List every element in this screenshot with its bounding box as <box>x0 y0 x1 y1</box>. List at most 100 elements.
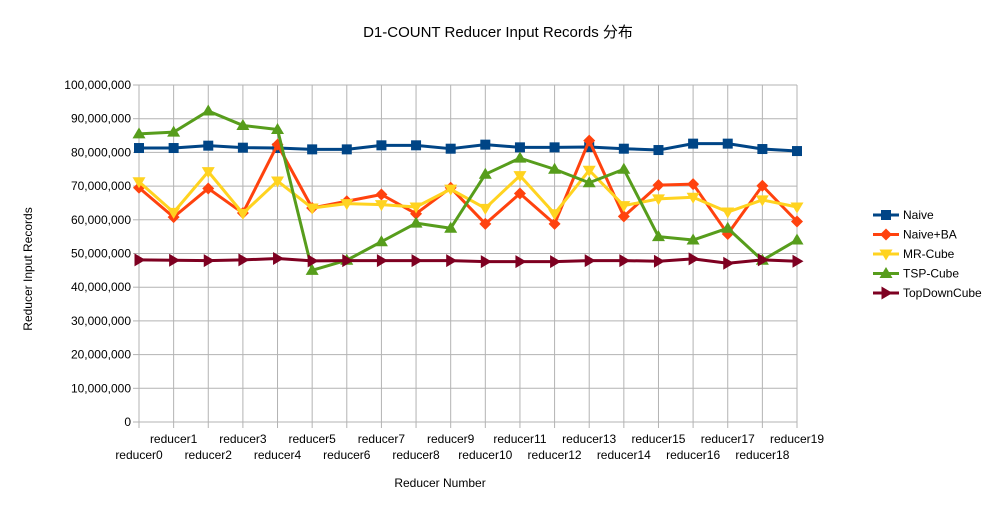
data-point <box>653 254 665 268</box>
y-tick-label: 80,000,000 <box>71 145 131 159</box>
x-tick-label: reducer1 <box>150 432 198 446</box>
data-point <box>688 138 699 149</box>
data-point <box>582 165 596 177</box>
data-point <box>409 216 423 228</box>
data-point <box>881 210 891 220</box>
data-point <box>584 254 596 268</box>
data-point <box>236 118 250 130</box>
data-point <box>167 207 181 219</box>
data-point <box>721 221 735 233</box>
data-point <box>755 195 769 207</box>
data-point <box>513 187 526 200</box>
y-tick-label: 50,000,000 <box>71 247 131 261</box>
data-point <box>618 143 629 154</box>
y-axis-title: Reducer Input Records <box>21 207 35 330</box>
legend-item: Naive+BA <box>873 228 957 242</box>
x-tick-label: reducer10 <box>458 448 512 462</box>
gridlines <box>133 84 798 428</box>
data-point <box>410 207 423 220</box>
x-tick-label: reducer15 <box>631 432 685 446</box>
data-point <box>790 202 804 214</box>
x-tick-label: reducer4 <box>254 448 302 462</box>
y-tick-label: 90,000,000 <box>71 112 131 126</box>
data-point <box>167 125 181 137</box>
data-point <box>583 134 596 147</box>
x-tick-label: reducer5 <box>288 432 336 446</box>
series-naive-ba <box>133 134 803 240</box>
data-point <box>411 254 423 268</box>
legend-label: TSP-Cube <box>903 267 959 281</box>
data-point <box>305 203 319 215</box>
data-point <box>653 145 664 156</box>
data-point <box>550 255 562 269</box>
data-point <box>375 188 388 201</box>
data-point <box>134 143 144 154</box>
x-tick-label: reducer13 <box>562 432 616 446</box>
data-point <box>792 254 804 268</box>
data-point <box>132 127 146 139</box>
legend-item: TopDownCube <box>873 286 982 300</box>
y-tick-label: 60,000,000 <box>71 213 131 227</box>
data-point <box>756 179 769 192</box>
legend-item: Naive <box>873 208 934 222</box>
data-point <box>617 210 630 223</box>
data-point <box>478 203 492 215</box>
data-point <box>515 255 527 269</box>
y-tick-label: 40,000,000 <box>71 280 131 294</box>
data-point <box>480 255 492 269</box>
data-point <box>687 178 700 191</box>
x-tick-label: reducer2 <box>185 448 233 462</box>
data-point <box>237 142 248 153</box>
data-point <box>548 162 562 174</box>
data-point <box>342 254 354 268</box>
data-point <box>652 179 665 192</box>
data-point <box>722 138 733 149</box>
data-point <box>688 252 700 266</box>
data-point <box>445 143 456 154</box>
x-tick-label: reducer11 <box>493 432 546 446</box>
series-topdowncube <box>134 252 804 270</box>
y-tick-label: 10,000,000 <box>71 381 131 395</box>
chart-title: D1-COUNT Reducer Input Records 分布 <box>363 24 633 41</box>
data-point <box>791 215 803 228</box>
data-point <box>651 194 665 206</box>
data-point <box>444 221 458 233</box>
axis-ticks: 0 10,000,000 20,000,000 30,000,000 40,000,00… <box>64 78 824 462</box>
data-point <box>340 199 354 211</box>
data-point <box>757 144 768 155</box>
series-line <box>139 142 798 153</box>
series-mr-cube <box>132 165 804 221</box>
data-point <box>619 254 631 268</box>
x-tick-label: reducer18 <box>735 448 789 462</box>
data-point <box>444 184 458 196</box>
series-naive <box>134 138 802 157</box>
data-point <box>134 253 146 267</box>
data-point <box>307 254 319 268</box>
data-point <box>169 253 181 267</box>
x-tick-label: reducer12 <box>528 448 582 462</box>
data-point <box>723 256 735 270</box>
x-tick-label: reducer3 <box>219 432 267 446</box>
y-tick-label: 70,000,000 <box>71 179 131 193</box>
x-tick-label: reducer7 <box>358 432 406 446</box>
data-point <box>651 230 665 242</box>
legend-item: MR-Cube <box>873 247 955 261</box>
data-point <box>376 254 388 268</box>
x-tick-label: reducer14 <box>597 448 651 462</box>
data-point <box>879 249 893 261</box>
data-point <box>880 228 892 241</box>
legend-label: Naive <box>903 208 934 222</box>
data-point <box>203 140 214 151</box>
data-point <box>374 200 388 212</box>
x-axis-title: Reducer Number <box>394 476 485 490</box>
x-tick-label: reducer9 <box>427 432 475 446</box>
data-point <box>478 167 492 179</box>
x-tick-label: reducer8 <box>392 448 440 462</box>
data-point <box>757 253 769 267</box>
data-point <box>271 176 285 188</box>
y-tick-label: 0 <box>124 415 131 429</box>
data-point <box>549 142 560 153</box>
x-tick-label: reducer19 <box>770 432 824 446</box>
legend-item: TSP-Cube <box>873 267 959 281</box>
